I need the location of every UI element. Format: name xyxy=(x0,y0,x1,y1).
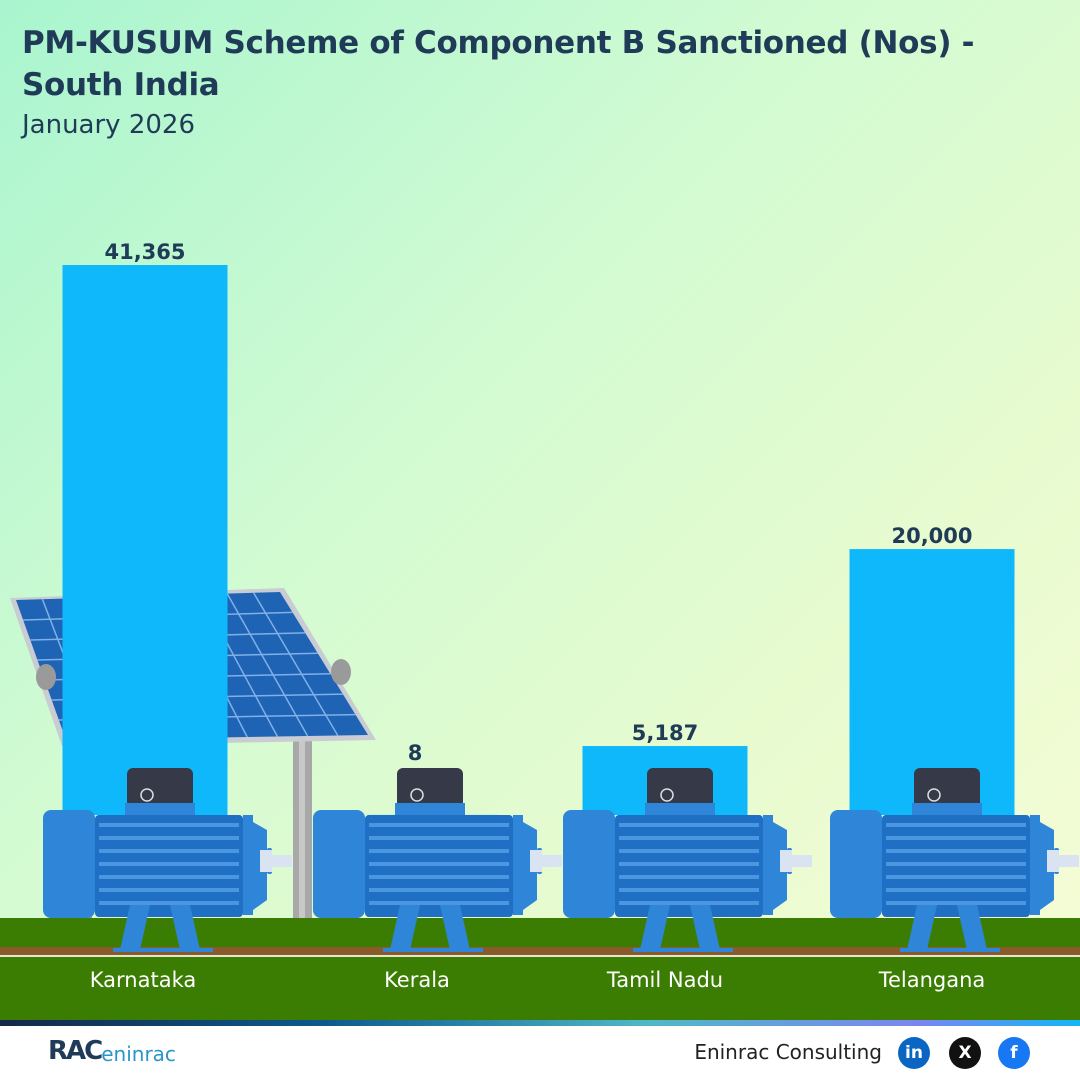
value-label: 8 xyxy=(408,741,423,765)
value-label: 5,187 xyxy=(632,721,698,745)
motor-icon xyxy=(830,768,1079,952)
facebook-icon[interactable]: f xyxy=(998,1037,1030,1069)
chart-canvas: PM-KUSUM Scheme of Component B Sanctione… xyxy=(0,0,1080,1020)
footer-gradient-line xyxy=(0,1020,1080,1026)
x-tick-label: Karnataka xyxy=(90,968,196,992)
value-label: 41,365 xyxy=(104,240,185,264)
bar-chart: 41,365 Karnataka 8 Kerala 5,187 Tamil Nadu 20,… xyxy=(0,240,1080,1020)
logo-eninrac: eninrac xyxy=(101,1042,176,1066)
chart-subtitle: January 2026 xyxy=(22,110,195,140)
x-tick-label: Telangana xyxy=(878,968,986,992)
x-twitter-icon[interactable]: X xyxy=(949,1037,981,1069)
motor-icon xyxy=(43,768,292,952)
bar-karnataka xyxy=(62,265,228,815)
motor-icon xyxy=(313,768,562,952)
x-tick-label: Tamil Nadu xyxy=(606,968,723,992)
logo-rac: RAC xyxy=(48,1036,103,1066)
footer: RAC eninrac Eninrac Consulting in X f xyxy=(0,1026,1080,1080)
value-label: 20,000 xyxy=(891,524,972,548)
x-axis-band xyxy=(0,957,1080,1020)
soil-strip xyxy=(0,947,1080,955)
eninrac-logo: RAC eninrac xyxy=(48,1036,176,1066)
chart-title: PM-KUSUM Scheme of Component B Sanctione… xyxy=(22,25,975,103)
brand-name: Eninrac Consulting xyxy=(694,1040,882,1064)
x-tick-label: Kerala xyxy=(384,968,450,992)
linkedin-icon[interactable]: in xyxy=(898,1037,930,1069)
motor-icon xyxy=(563,768,812,952)
